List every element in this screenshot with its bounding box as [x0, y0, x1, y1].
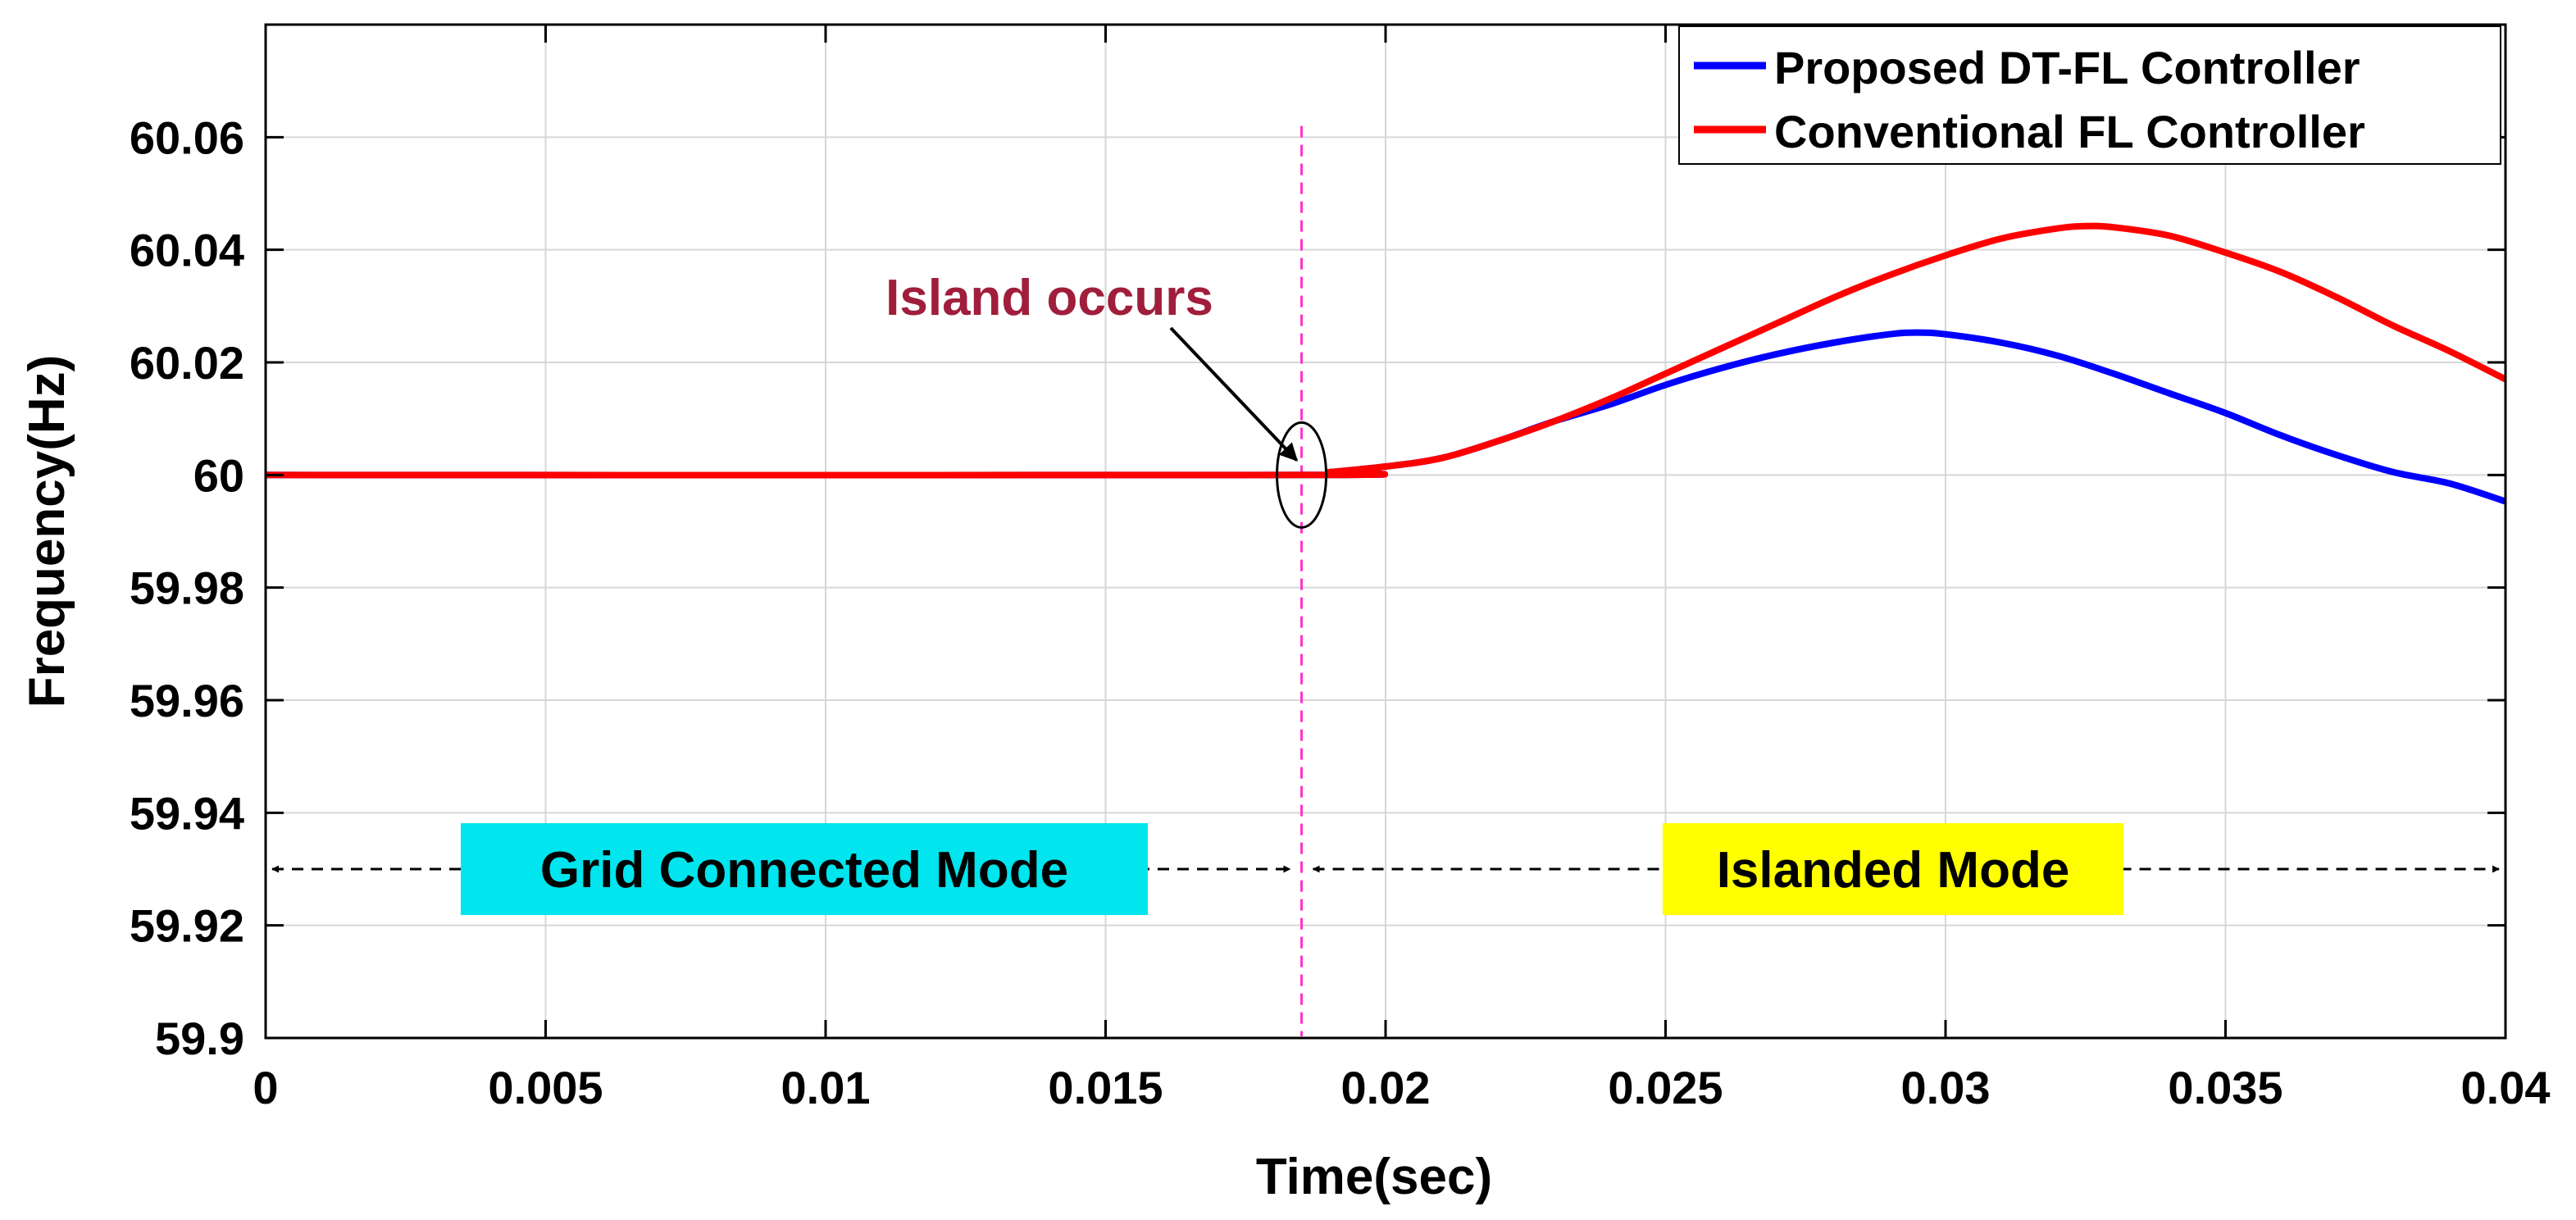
x-tick-label: 0.025 — [1608, 1062, 1723, 1113]
islanded-mode-label: Islanded Mode — [1717, 842, 2070, 899]
grid-mode-label: Grid Connected Mode — [540, 842, 1068, 899]
y-tick-label: 59.92 — [130, 900, 244, 952]
y-tick-label: 60.06 — [130, 112, 244, 163]
y-axis-label: Frequency(Hz) — [19, 355, 75, 708]
grid-lines — [266, 25, 2505, 1038]
x-tick-label: 0 — [253, 1062, 278, 1113]
y-tick-label: 59.98 — [130, 562, 244, 614]
islanded-mode-box — [1663, 823, 2123, 915]
legend-label-proposed: Proposed DT-FL Controller — [1774, 42, 2360, 93]
y-tick-label: 59.94 — [130, 787, 244, 839]
legend-box — [1678, 25, 2501, 165]
series-layer — [265, 222, 2507, 505]
annotation-layer: Island occurs Grid Connected Mode Islanded… — [271, 270, 2500, 915]
x-axis-label: Time(sec) — [1256, 1149, 1492, 1205]
legend: Proposed DT-FL Controller Conventional F… — [1678, 25, 2501, 165]
x-tick-label: 0.02 — [1341, 1062, 1431, 1113]
y-tick-label: 59.96 — [130, 675, 244, 726]
x-tick-label: 0.035 — [2168, 1062, 2282, 1113]
x-tick-label: 0.005 — [488, 1062, 603, 1113]
y-tick-label: 60 — [193, 449, 244, 501]
y-tick-label: 60.04 — [130, 225, 244, 276]
island-occurs-label: Island occurs — [885, 270, 1213, 326]
y-tick-label: 59.9 — [155, 1013, 244, 1064]
y-tick-label: 60.02 — [130, 337, 244, 389]
axis-ticks: 0 0.005 0.01 0.015 0.02 0.025 0.03 0.035 0.04 59.… — [130, 25, 2551, 1113]
x-tick-label: 0.01 — [781, 1062, 871, 1113]
x-tick-label: 0.04 — [2461, 1062, 2551, 1113]
legend-label-conventional: Conventional FL Controller — [1774, 106, 2365, 157]
island-pointer-arrow — [1169, 326, 1299, 462]
grid-mode-box — [461, 823, 1148, 915]
x-tick-label: 0.03 — [1901, 1062, 1991, 1113]
island-marker-ellipse — [1276, 421, 1328, 529]
series-line-conventional — [265, 222, 2507, 479]
x-tick-label: 0.015 — [1048, 1062, 1163, 1113]
